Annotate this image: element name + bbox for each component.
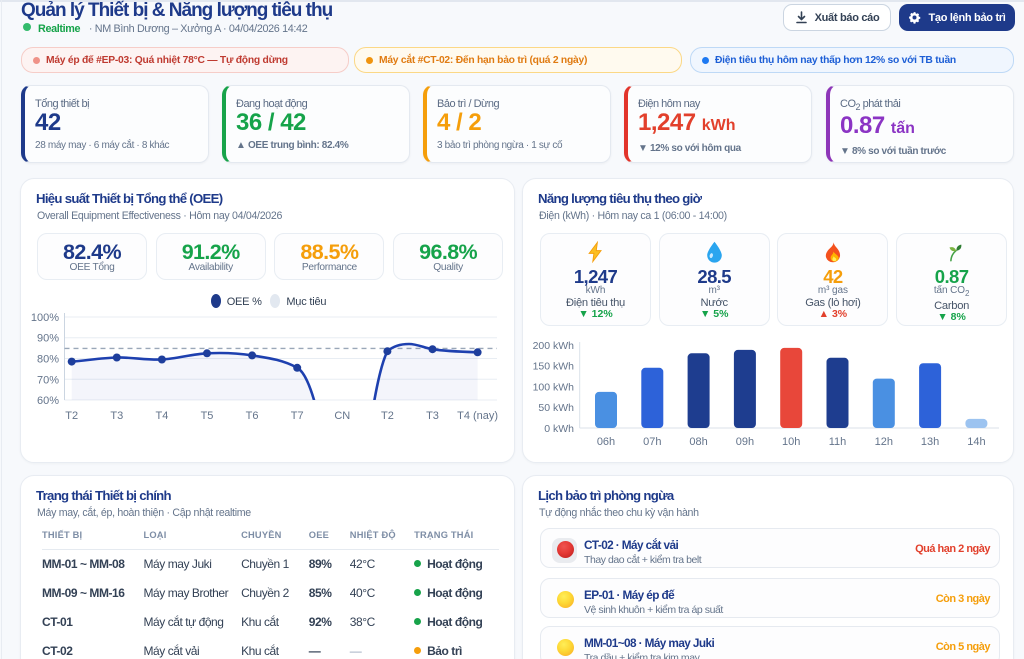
svg-text:50 kWh: 50 kWh (538, 402, 574, 414)
svg-text:T4 (nay): T4 (nay) (457, 410, 498, 422)
svg-text:07h: 07h (643, 436, 661, 448)
svg-text:T5: T5 (201, 410, 214, 422)
svg-text:CN: CN (334, 410, 350, 422)
svg-text:T7: T7 (291, 410, 304, 422)
svg-text:80%: 80% (37, 354, 59, 366)
svg-text:11h: 11h (829, 436, 847, 448)
svg-text:T4: T4 (155, 410, 168, 422)
svg-text:T3: T3 (110, 410, 123, 422)
svg-text:T6: T6 (246, 410, 259, 422)
svg-text:08h: 08h (689, 436, 707, 448)
svg-text:100 kWh: 100 kWh (533, 381, 575, 393)
svg-text:150 kWh: 150 kWh (533, 361, 575, 373)
svg-text:14h: 14h (967, 436, 985, 448)
svg-text:60%: 60% (37, 395, 59, 407)
svg-text:13h: 13h (921, 436, 939, 448)
svg-text:70%: 70% (37, 374, 59, 386)
svg-text:100%: 100% (31, 312, 59, 324)
svg-text:200 kWh: 200 kWh (533, 340, 575, 352)
svg-text:10h: 10h (782, 436, 800, 448)
svg-text:T2: T2 (65, 410, 78, 422)
svg-text:T3: T3 (426, 410, 439, 422)
svg-text:0 kWh: 0 kWh (544, 423, 574, 435)
svg-text:90%: 90% (37, 333, 59, 345)
svg-text:09h: 09h (736, 436, 754, 448)
svg-text:T2: T2 (381, 410, 394, 422)
svg-text:12h: 12h (875, 436, 893, 448)
svg-text:06h: 06h (597, 436, 615, 448)
